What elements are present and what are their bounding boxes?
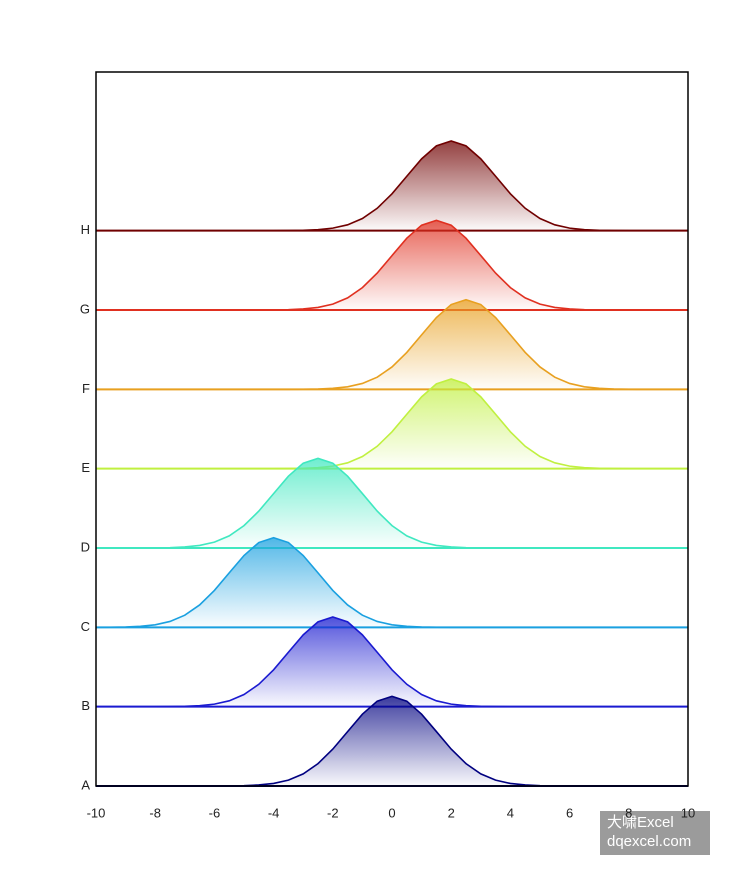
x-tick-label: -6 [209, 805, 221, 820]
plot [95, 140, 688, 787]
area [96, 537, 688, 628]
ridge-line [95, 536, 688, 629]
x-tick-label: 10 [681, 805, 695, 820]
x-tick-label: 0 [388, 805, 395, 820]
area [96, 299, 688, 390]
y-tick-label: D [81, 539, 90, 554]
ridge-line [96, 378, 688, 470]
area [96, 220, 688, 310]
x-tick-label: -2 [327, 805, 339, 820]
x-tick-label: -8 [149, 805, 161, 820]
x-tick-label: 4 [507, 805, 514, 820]
plot-frame [95, 71, 689, 787]
y-tick-label: H [81, 222, 90, 237]
y-tick-label: C [81, 619, 90, 634]
watermark: 大啸Excel [607, 814, 674, 831]
x-tick-label: 8 [625, 805, 632, 820]
ridge-line [96, 616, 688, 708]
y-tick-label: A [81, 777, 90, 792]
area [96, 379, 688, 469]
x-tick-label: -10 [87, 805, 106, 820]
x-tick-label: 2 [448, 805, 455, 820]
x-tick-label: 6 [566, 805, 573, 820]
watermark: dqexcel.com [607, 833, 691, 850]
ridge-line [96, 219, 688, 311]
area [96, 617, 688, 707]
y-tick-label: B [81, 698, 90, 713]
area [96, 696, 688, 786]
x-tick-label: -4 [268, 805, 280, 820]
y-tick-label: F [82, 381, 90, 396]
area [96, 458, 688, 548]
y-tick-label: E [81, 460, 90, 475]
ridge-line [96, 298, 688, 391]
y-tick-label: G [80, 301, 90, 316]
watermark-box [600, 811, 710, 855]
area [96, 141, 688, 231]
ridge-line [96, 140, 688, 232]
ridge-line [96, 457, 688, 549]
